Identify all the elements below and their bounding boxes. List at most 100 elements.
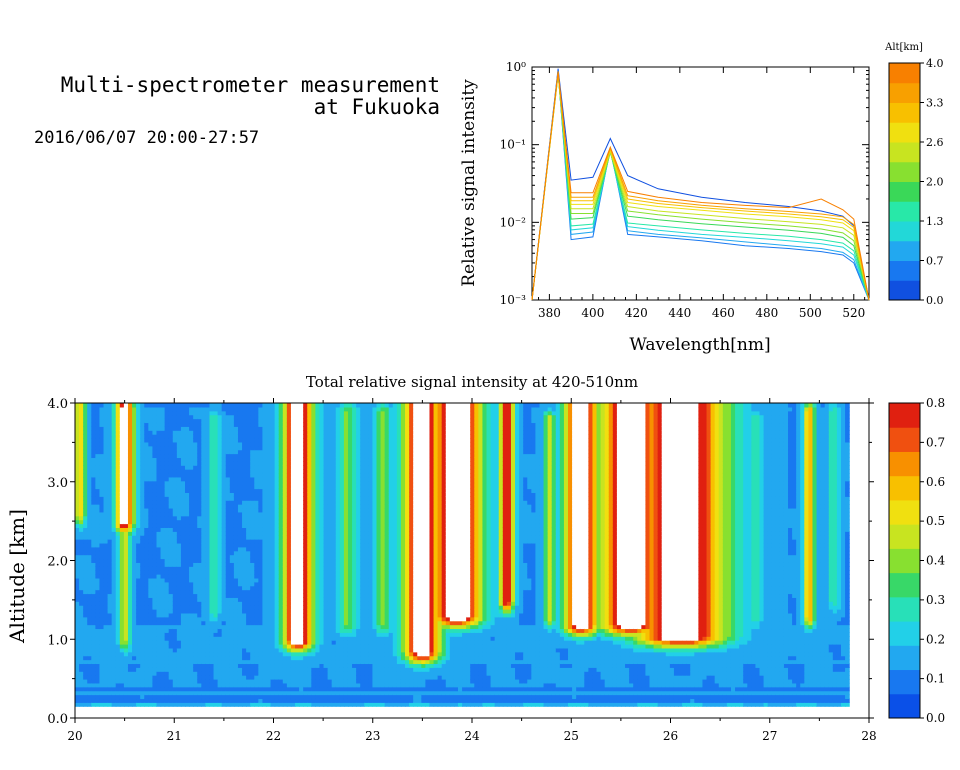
heatmap-cell bbox=[197, 593, 202, 598]
heatmap-cell bbox=[246, 612, 251, 618]
heatmap-cell bbox=[295, 624, 300, 630]
heatmap-cell bbox=[303, 441, 308, 447]
heatmap-cell bbox=[111, 418, 117, 424]
heatmap-cell bbox=[254, 507, 259, 513]
heatmap-cell bbox=[323, 682, 329, 688]
heatmap-cell bbox=[180, 492, 186, 497]
heatmap-cell bbox=[242, 511, 247, 517]
heatmap-cell bbox=[250, 609, 255, 614]
heatmap-cell bbox=[115, 678, 121, 684]
heatmap-cell bbox=[176, 434, 182, 439]
heatmap-cell bbox=[132, 682, 137, 688]
heatmap-cell bbox=[286, 542, 292, 548]
heatmap-cell bbox=[79, 647, 84, 653]
heatmap-cell bbox=[176, 644, 182, 649]
heatmap-cell bbox=[185, 507, 190, 513]
heatmap-cell bbox=[79, 577, 84, 583]
heatmap-cell bbox=[87, 581, 92, 587]
heatmap-cell bbox=[270, 476, 276, 482]
heatmap-cell bbox=[242, 570, 247, 575]
heatmap-cell bbox=[250, 570, 255, 575]
heatmap-cell bbox=[209, 511, 215, 517]
heatmap-cell bbox=[278, 675, 284, 680]
heatmap-cell bbox=[290, 597, 296, 602]
heatmap-cell bbox=[197, 410, 202, 416]
heatmap-cell bbox=[266, 682, 272, 688]
heatmap-cell bbox=[311, 445, 316, 451]
heatmap-cell bbox=[95, 644, 101, 649]
heatmap-cell bbox=[282, 453, 288, 459]
heatmap-cell bbox=[79, 698, 84, 703]
heatmap-cell bbox=[127, 449, 133, 455]
heatmap-cell bbox=[303, 678, 308, 684]
heatmap-cell bbox=[172, 636, 178, 641]
heatmap-cell bbox=[237, 675, 243, 680]
heatmap-cell bbox=[123, 480, 129, 486]
heatmap-cell bbox=[233, 647, 239, 653]
heatmap-cell bbox=[132, 690, 137, 696]
heatmap-cell bbox=[311, 418, 316, 424]
heatmap-cell bbox=[295, 461, 300, 466]
heatmap-cell bbox=[254, 492, 259, 497]
heatmap-cell bbox=[213, 437, 219, 443]
heatmap-cell bbox=[303, 469, 308, 474]
heatmap-cell bbox=[250, 597, 255, 602]
heatmap-cell bbox=[237, 531, 243, 536]
spectrum-series-line bbox=[531, 72, 870, 301]
heatmap-cell bbox=[217, 410, 223, 416]
heatmap-cell bbox=[164, 698, 170, 703]
heatmap-cell bbox=[189, 484, 194, 490]
heatmap-cell bbox=[307, 472, 312, 478]
heatmap-cell bbox=[132, 620, 137, 626]
heatmap-cell bbox=[299, 628, 304, 633]
heatmap-cell bbox=[217, 535, 223, 540]
heatmap-cell bbox=[123, 671, 129, 676]
heatmap-cell bbox=[201, 410, 206, 416]
heatmap-cell bbox=[270, 628, 276, 633]
heatmap-cell bbox=[193, 632, 198, 637]
heatmap-cell bbox=[225, 574, 231, 579]
heatmap-cell bbox=[266, 667, 272, 672]
heatmap-cell bbox=[119, 616, 125, 622]
heatmap-cell bbox=[217, 644, 223, 649]
heatmap-cell bbox=[237, 702, 243, 707]
heatmap-cell bbox=[119, 430, 125, 435]
heatmap-cell bbox=[107, 678, 113, 684]
heatmap-cell bbox=[180, 414, 186, 420]
heatmap-cell bbox=[286, 667, 292, 672]
heatmap-cell bbox=[286, 589, 292, 595]
heatmap-cell bbox=[119, 554, 125, 560]
heatmap-cell bbox=[282, 655, 288, 661]
heatmap-cell bbox=[180, 616, 186, 622]
heatmap-cell bbox=[286, 675, 292, 680]
heatmap-cell bbox=[176, 554, 182, 560]
heatmap-cell bbox=[254, 539, 259, 544]
heatmap-cell bbox=[266, 504, 272, 509]
heatmap-cell bbox=[132, 655, 137, 661]
heatmap-cell bbox=[258, 542, 264, 548]
heatmap-cell bbox=[103, 667, 109, 672]
heatmap-cell bbox=[115, 437, 121, 443]
heatmap-cell bbox=[83, 702, 88, 707]
heatmap-cell bbox=[205, 558, 211, 563]
heatmap-cell bbox=[103, 445, 109, 451]
heatmap-cell bbox=[91, 577, 96, 583]
heatmap-cell bbox=[197, 609, 202, 614]
heatmap-cell bbox=[95, 616, 101, 622]
heatmap-cell bbox=[172, 515, 178, 521]
heatmap-cell bbox=[193, 678, 198, 684]
heatmap-cell bbox=[132, 469, 137, 474]
heatmap-cell bbox=[156, 519, 162, 525]
heatmap-cell bbox=[221, 620, 227, 626]
heatmap-cell bbox=[140, 511, 145, 517]
heatmap-cell bbox=[168, 640, 174, 645]
heatmap-cell bbox=[213, 609, 219, 614]
heatmap-cell bbox=[83, 511, 88, 517]
heatmap-cell bbox=[136, 469, 141, 474]
heatmap-cell bbox=[225, 414, 231, 420]
heatmap-cell bbox=[299, 554, 304, 560]
heatmap-cell bbox=[152, 593, 158, 598]
heatmap-cell bbox=[123, 663, 129, 668]
heatmap-cell bbox=[132, 410, 137, 416]
heatmap-cell bbox=[140, 667, 145, 672]
